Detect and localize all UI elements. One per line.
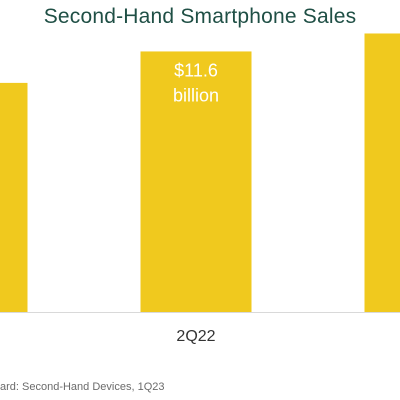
bar-1Q22 <box>0 82 28 313</box>
bar-3Q22 <box>364 33 400 312</box>
tick-labels-group: 2Q221 <box>176 328 215 345</box>
bar-2Q22 <box>140 51 252 312</box>
chart-title: Second-Hand Smartphone Sales <box>43 5 357 28</box>
x-tick-label: 2Q22 <box>176 328 215 345</box>
bar-value-label: $11.6 <box>174 60 218 80</box>
bars-group <box>0 33 400 313</box>
bar-value-label: billion <box>173 85 219 105</box>
source-note: ard: Second-Hand Devices, 1Q23 <box>0 381 165 393</box>
